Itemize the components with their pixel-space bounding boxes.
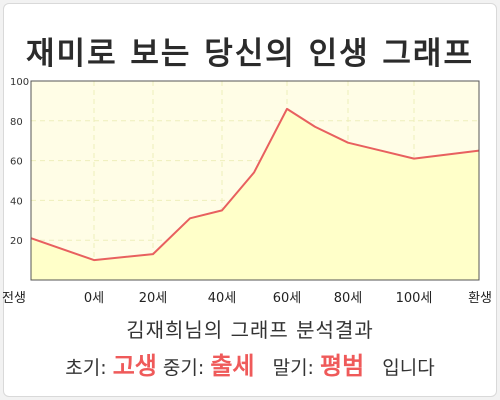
result-suffix: 입니다 [382,357,435,379]
x-tick-label: 40세 [208,291,237,306]
early-label: 초기: [65,357,107,379]
x-tick-label: 60세 [273,291,302,306]
x-tick-label: 100세 [396,291,433,306]
mid-label: 중기: [162,357,205,379]
analysis-result: 초기: 고생 중기: 출세 말기: 평범 입니다 [0,346,500,381]
area-fill [31,108,479,280]
life-line [30,107,480,262]
mid-value: 출세 [210,352,255,380]
page-title: 재미로 보는 당신의 인생 그래프 [26,36,474,72]
x-tick-label: 환생 [468,291,492,306]
x-tick-label: 전생 [2,291,26,306]
y-tick-label: 20 [10,236,23,247]
plot-frame [30,80,480,281]
y-tick-label: 60 [10,157,23,168]
late-value: 평범 [320,352,365,380]
x-tick-label: 80세 [334,291,363,306]
y-tick-label: 80 [10,117,23,128]
x-tick-label: 20세 [139,291,168,306]
y-tick-label: 100 [10,77,29,88]
x-tick-label: 0세 [84,291,104,306]
analysis-subtitle: 김재희님의 그래프 분석결과 [126,318,374,342]
early-value: 고생 [112,352,157,380]
late-label: 말기: [272,357,314,379]
y-tick-label: 40 [10,196,23,207]
